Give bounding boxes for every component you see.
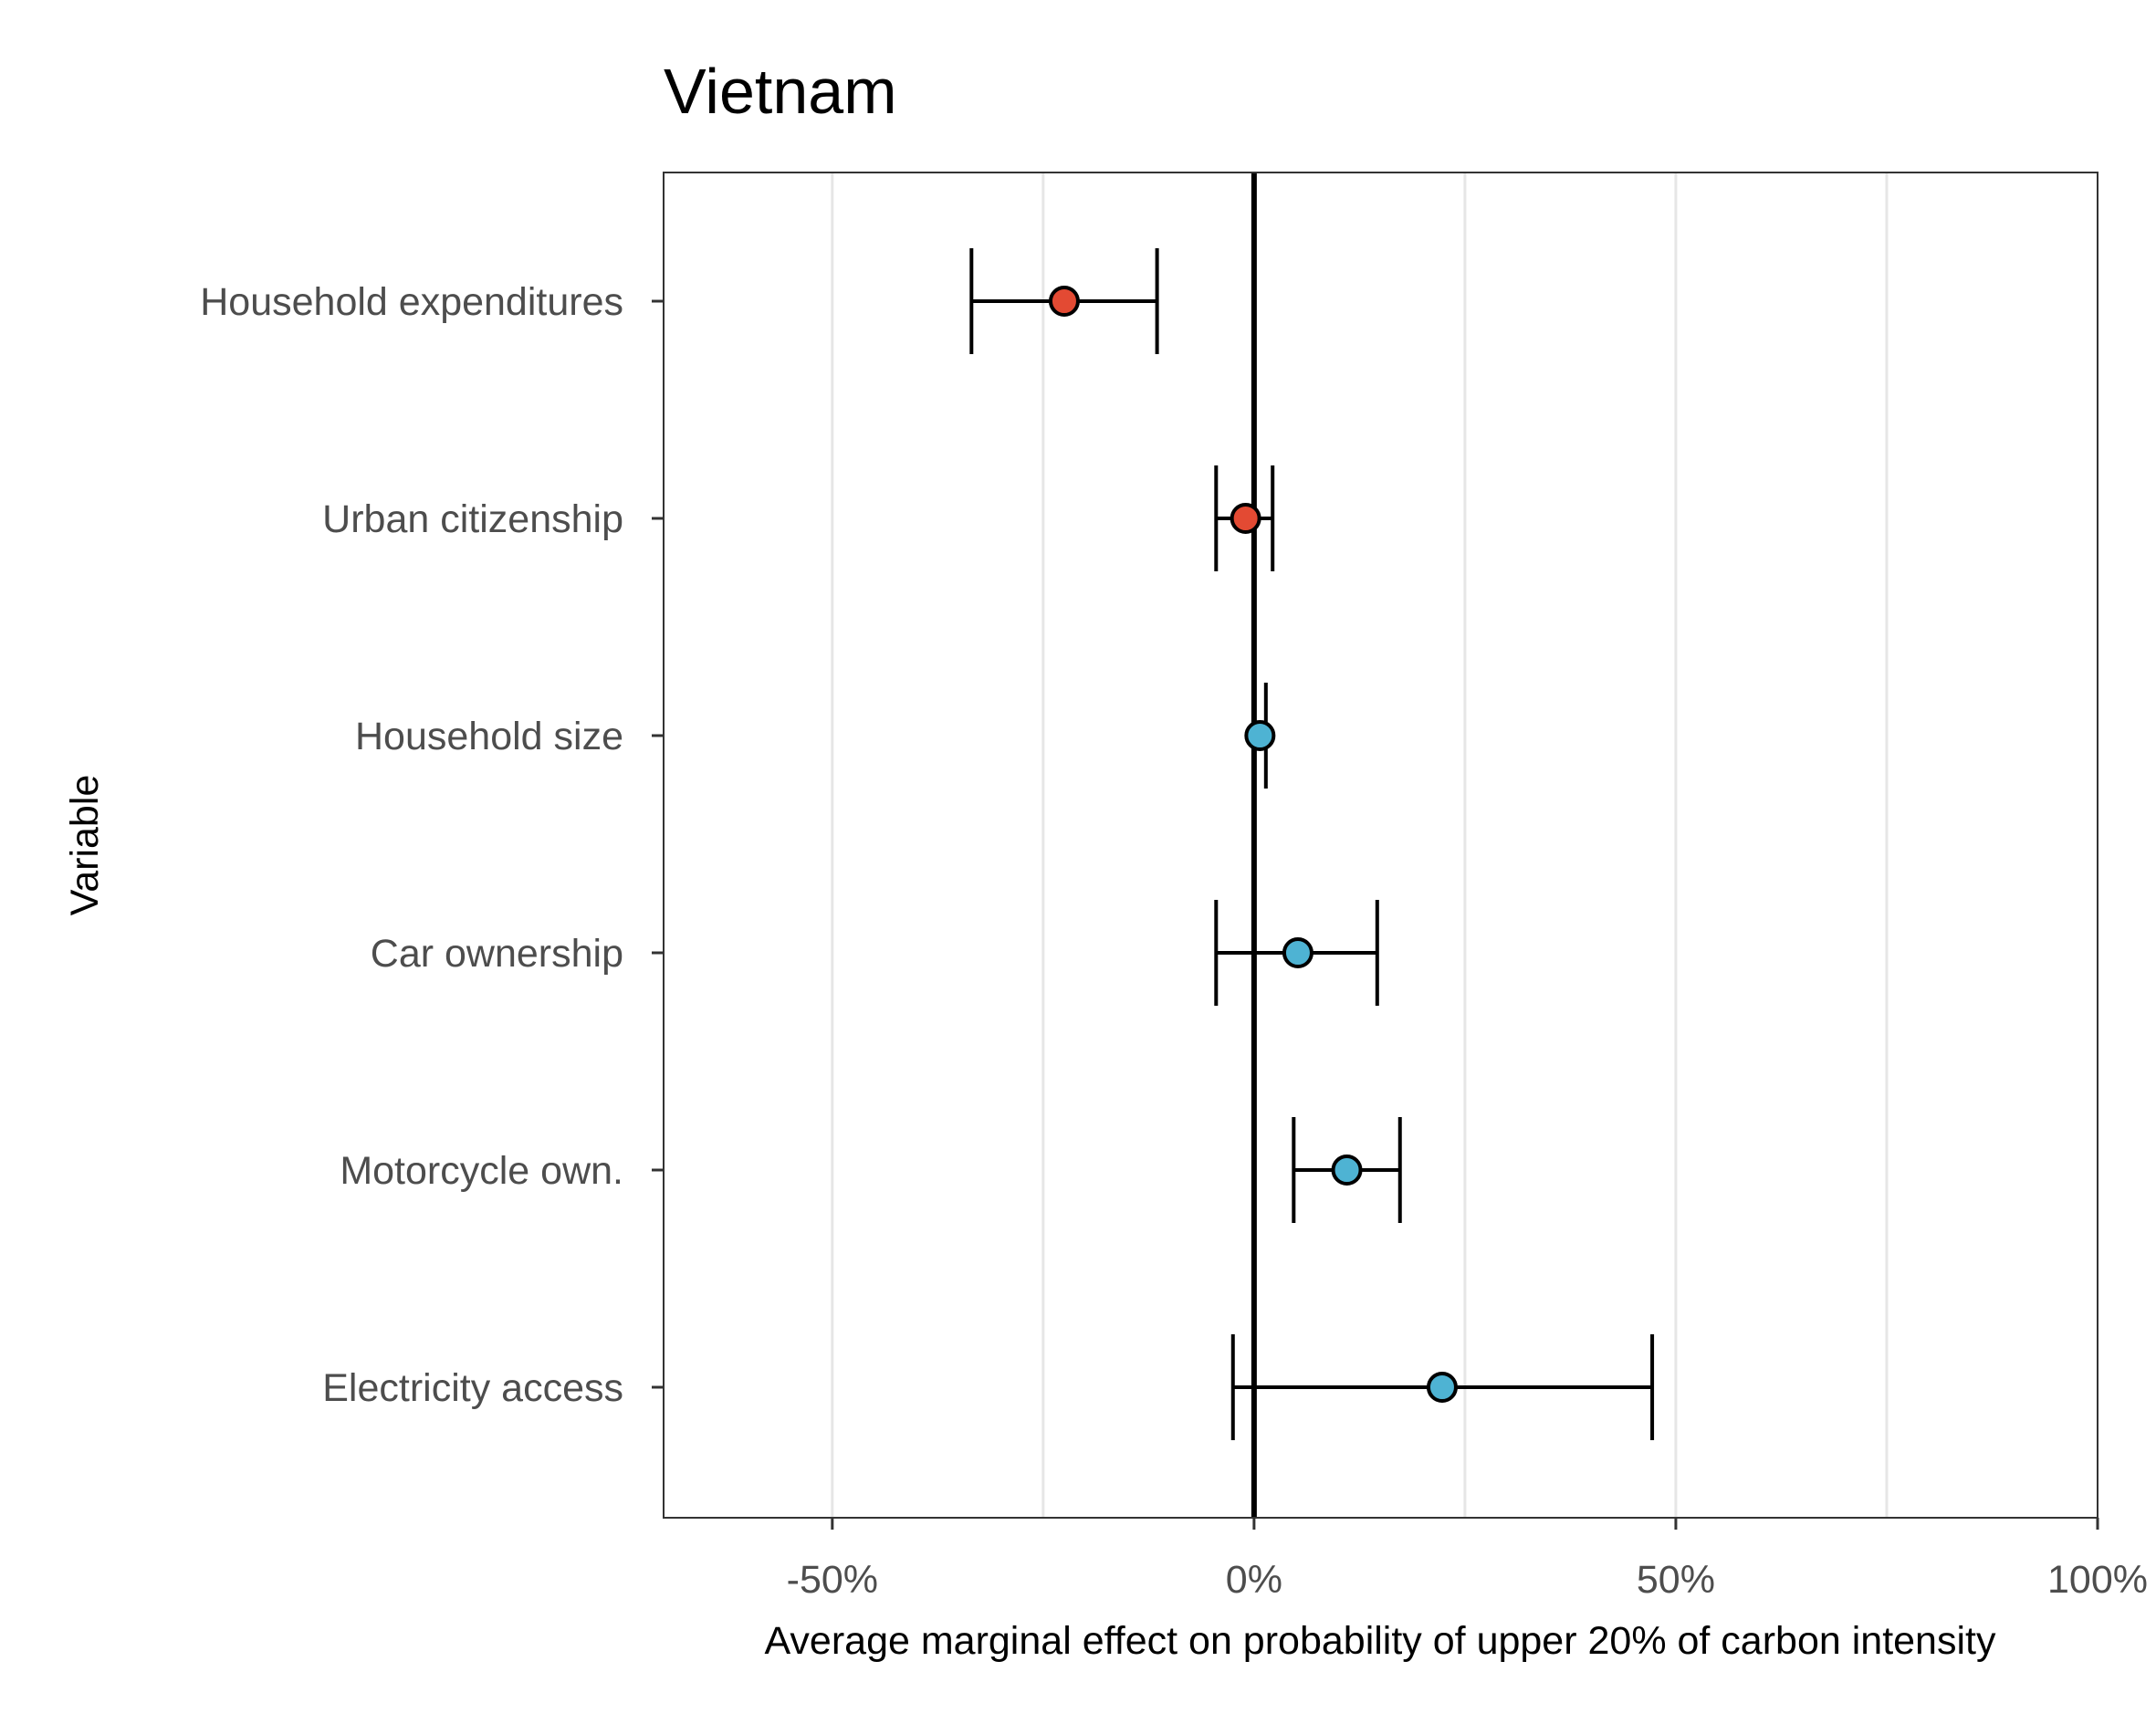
estimate-point (1230, 503, 1261, 534)
y-axis: Household expenditures Urban citizenship H… (200, 280, 664, 1410)
y-category-label: Urban citizenship (322, 497, 623, 541)
y-category-label: Electricity access (322, 1366, 623, 1410)
x-tick-label: 0% (1226, 1558, 1282, 1602)
plot-panel-border (663, 172, 2098, 1519)
estimate-point (1331, 1155, 1363, 1186)
estimate-row (969, 248, 1159, 354)
data-marks (969, 248, 1655, 1440)
estimate-row (1214, 900, 1379, 1006)
x-tick-label: 50% (1637, 1558, 1715, 1602)
estimate-row (1292, 1117, 1402, 1223)
estimate-row (1244, 683, 1276, 789)
estimate-point (1048, 286, 1080, 317)
estimate-row (1214, 465, 1275, 571)
estimate-row (1230, 1334, 1655, 1440)
y-category-label: Household expenditures (200, 280, 623, 324)
y-category-label: Motorcycle own. (340, 1149, 623, 1193)
x-axis: -50% 0% 50% 100% (787, 1518, 2148, 1602)
x-tick-label: 100% (2047, 1558, 2148, 1602)
y-axis-title: Variable (63, 775, 107, 916)
estimate-point (1426, 1372, 1458, 1403)
x-axis-title: Average marginal effect on probability o… (765, 1619, 1996, 1663)
y-category-label: Car ownership (371, 932, 623, 976)
y-category-label: Household size (355, 715, 623, 758)
estimate-point (1244, 720, 1276, 751)
x-tick-label: -50% (787, 1558, 878, 1602)
chart-title: Vietnam (664, 56, 897, 127)
estimate-point (1282, 937, 1313, 968)
